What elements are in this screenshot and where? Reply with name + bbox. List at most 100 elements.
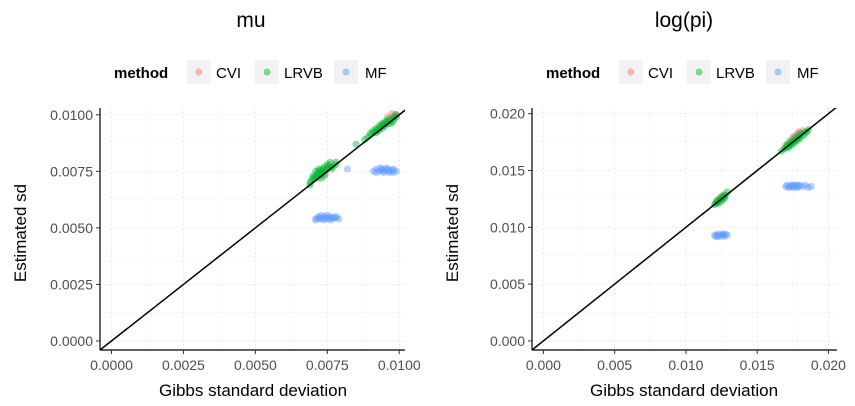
point-lrvb (794, 131, 803, 139)
point-lrvb (313, 169, 321, 178)
point-mf (807, 182, 815, 190)
legend-label-lrvb-log-pi: LRVB (716, 65, 755, 82)
point-mf (389, 165, 398, 173)
point-mf (799, 182, 807, 190)
x-tick-label: 0.000 (526, 357, 561, 373)
point-lrvb (375, 122, 383, 130)
y-axis-label-mu: Estimated sd (11, 184, 30, 282)
legend-key-cvi-log-pi (627, 68, 635, 76)
chart-title-log-pi: log(pi) (655, 9, 713, 32)
point-lrvb (784, 144, 793, 152)
point-mf (315, 212, 323, 221)
point-lrvb (717, 197, 726, 205)
y-tick-label: 0.0050 (50, 220, 93, 236)
point-mf (343, 165, 352, 173)
y-tick-label: 0.000 (490, 333, 525, 349)
point-mf (784, 183, 793, 192)
point-mf (372, 168, 380, 177)
x-tick-label: 0.0025 (162, 357, 205, 373)
x-tick-label: 0.010 (668, 357, 703, 373)
point-lrvb (713, 196, 721, 204)
point-lrvb (800, 131, 808, 139)
x-tick-label: 0.020 (811, 357, 846, 373)
point-mf (804, 183, 813, 192)
point-mf (329, 215, 337, 223)
point-lrvb (326, 158, 334, 166)
point-lrvb (378, 120, 386, 128)
point-mf (722, 230, 730, 238)
point-mf (712, 232, 720, 240)
point-lrvb (320, 163, 329, 171)
point-lrvb (786, 138, 794, 146)
x-tick-label: 0.0075 (306, 357, 349, 373)
point-mf (389, 168, 398, 177)
legend-key-mf-mu (342, 68, 350, 76)
y-axis-label-log-pi: Estimated sd (443, 184, 462, 282)
y-tick-label: 0.010 (490, 219, 525, 235)
point-lrvb (783, 140, 791, 148)
y-tick-label: 0.0000 (50, 333, 93, 349)
point-mf (329, 214, 337, 222)
point-mf (384, 166, 392, 174)
point-cvi (790, 132, 798, 141)
point-lrvb (797, 129, 805, 137)
point-mf (787, 181, 795, 189)
point-lrvb (312, 167, 320, 175)
point-mf (793, 181, 801, 189)
point-lrvb (309, 174, 317, 182)
point-mf (387, 167, 395, 175)
legend-label-cvi-log-pi: CVI (648, 65, 673, 82)
point-lrvb (312, 172, 320, 180)
legend-label-mf-log-pi: MF (797, 65, 819, 82)
point-mf (323, 211, 331, 220)
identity-line (532, 108, 837, 350)
point-cvi (313, 171, 321, 179)
y-tick-label: 0.020 (490, 106, 525, 122)
point-mf (335, 215, 343, 223)
point-mf (792, 181, 800, 189)
legend-key-mf-log-pi (774, 68, 782, 76)
point-lrvb (723, 188, 731, 196)
point-mf (323, 215, 331, 223)
legend-title-log-pi: method (546, 65, 600, 82)
legend-label-mf-mu: MF (365, 65, 387, 82)
point-mf (786, 182, 794, 190)
legend-label-lrvb-mu: LRVB (284, 65, 323, 82)
point-lrvb (719, 191, 727, 200)
point-mf (710, 231, 719, 239)
point-cvi (782, 141, 790, 150)
point-lrvb (793, 137, 801, 145)
panel-mu: mu method CVI LRVB MF 0.0000 0.0025 0.0050… (11, 9, 421, 400)
point-cvi (789, 133, 797, 142)
point-mf (713, 232, 721, 240)
point-mf (312, 216, 320, 224)
point-mf (716, 232, 724, 240)
point-mf (315, 214, 323, 222)
point-cvi (794, 128, 803, 136)
point-mf (312, 215, 320, 223)
point-mf (316, 215, 324, 223)
point-mf (719, 231, 727, 239)
data-layer (100, 109, 405, 350)
x-axis-label-mu: Gibbs standard deviation (159, 381, 347, 400)
point-lrvb (366, 129, 375, 137)
point-mf (317, 215, 326, 223)
y-tick-label: 0.0100 (50, 107, 93, 123)
point-lrvb (323, 160, 331, 169)
point-mf (372, 165, 380, 173)
point-mf (793, 183, 801, 192)
point-mf (320, 212, 329, 221)
point-mf (385, 168, 393, 177)
legend-key-lrvb-mu (263, 68, 271, 76)
point-lrvb (787, 141, 795, 150)
x-tick-label: 0.015 (740, 357, 775, 373)
data-layer (532, 108, 837, 350)
point-mf (320, 216, 329, 224)
point-cvi (323, 163, 331, 171)
point-lrvb (381, 117, 389, 126)
point-mf (715, 231, 723, 239)
point-mf (789, 181, 797, 189)
legend-mu: method CVI LRVB MF (114, 60, 387, 84)
point-mf (326, 212, 334, 221)
point-mf (782, 182, 790, 190)
